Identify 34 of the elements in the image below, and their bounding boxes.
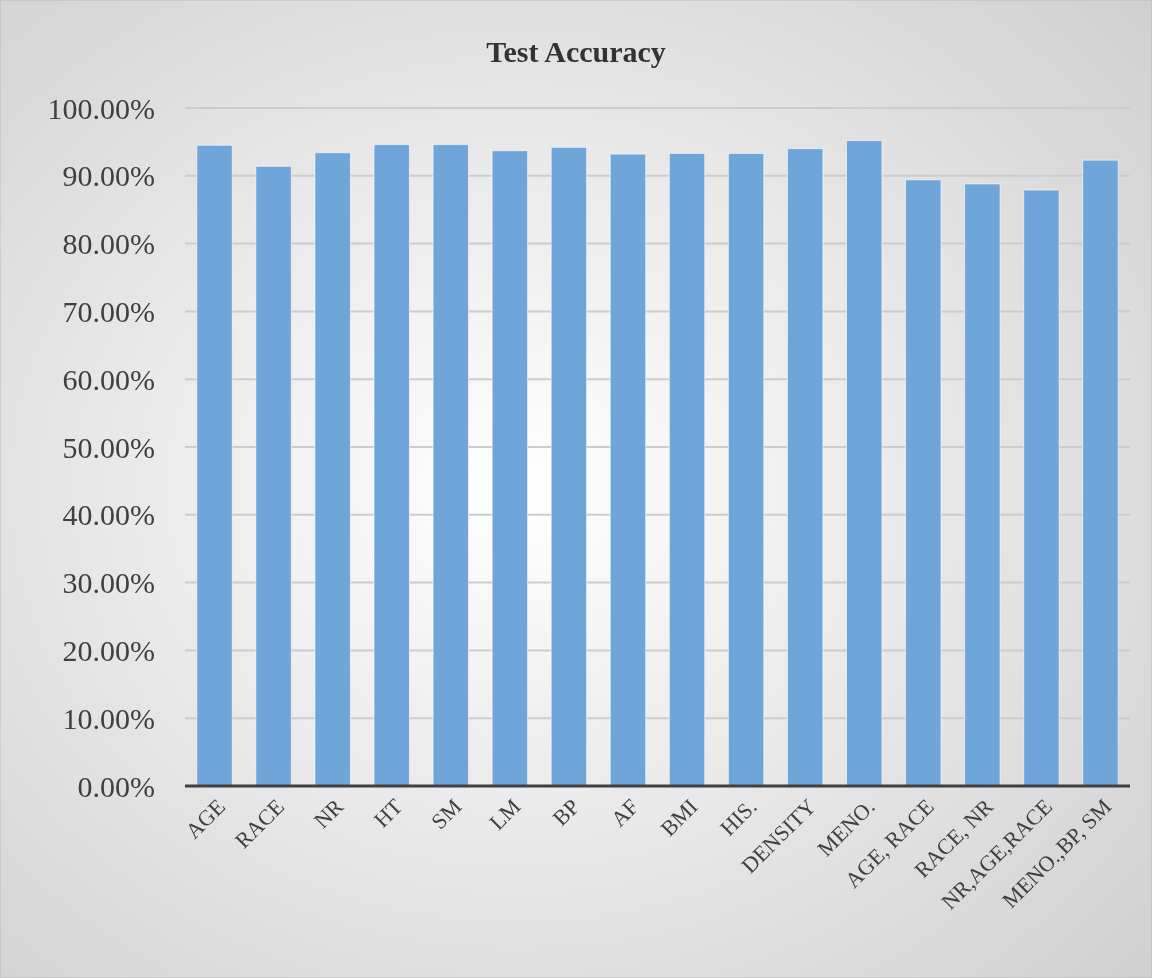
y-tick-label: 100.00% [47, 91, 155, 125]
bar [905, 179, 942, 787]
bar [727, 152, 765, 787]
bar [1023, 189, 1060, 787]
bar [432, 144, 469, 787]
bar [491, 150, 529, 787]
x-tick-label: HT [368, 793, 408, 833]
bar [255, 165, 292, 787]
bar [964, 183, 1001, 787]
y-tick-label: 90.00% [62, 159, 155, 193]
x-tick-label: BP [547, 793, 585, 831]
y-tick-label: 80.00% [62, 227, 155, 261]
bar [1082, 159, 1119, 787]
x-tick-label: AF [605, 793, 644, 832]
y-tick-label: 10.00% [62, 701, 155, 735]
bar [786, 148, 824, 787]
bar [668, 152, 706, 787]
x-tick-label: NR [308, 793, 349, 834]
y-tick-label: 20.00% [62, 633, 155, 667]
y-tick-label: 0.00% [77, 769, 155, 803]
bar [609, 153, 647, 787]
y-tick-label: 40.00% [62, 498, 155, 532]
y-tick-label: 70.00% [62, 294, 155, 328]
y-tick-label: 30.00% [62, 566, 155, 600]
y-tick-label: 50.00% [62, 430, 155, 464]
x-tick-label: LM [484, 793, 526, 835]
x-tick-label: SM [426, 793, 467, 835]
chart-title: Test Accuracy [486, 35, 666, 68]
bar [550, 146, 588, 787]
bar [196, 144, 233, 787]
y-tick-label: 60.00% [62, 362, 155, 396]
bar [846, 140, 883, 787]
bar [373, 144, 410, 787]
bar [314, 152, 351, 787]
